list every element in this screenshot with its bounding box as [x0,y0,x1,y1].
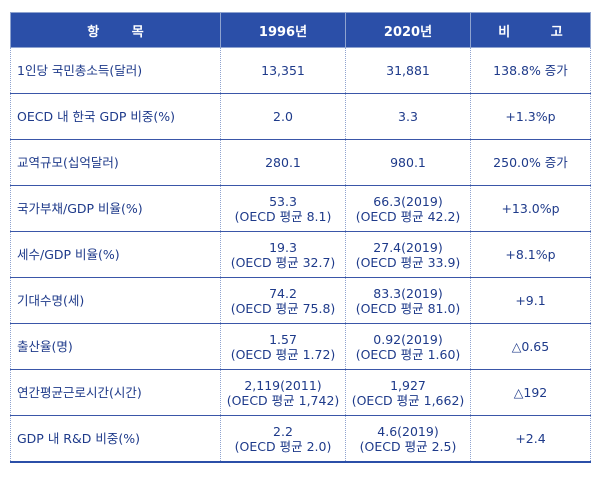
cell-2020-oecd: (OECD 평균 81.0) [355,300,461,316]
cell-2020-value: 1,927 [390,377,426,393]
cell-note: +9.1 [470,277,591,324]
table-row: 교역규모(십억달러) 280.1 980.1 250.0% 증가 [10,139,591,186]
cell-1996: 2.2 (OECD 평균 2.0) [220,415,346,463]
cell-1996: 19.3 (OECD 평균 32.7) [220,231,346,278]
cell-2020-oecd: (OECD 평균 1.60) [355,346,461,362]
cell-2020-value: 83.3(2019) [373,285,443,301]
cell-2020-value: 980.1 [390,155,426,170]
cell-note: 250.0% 증가 [470,139,591,186]
cell-note: +1.3%p [470,93,591,140]
table-row: OECD 내 한국 GDP 비중(%) 2.0 3.3 +1.3%p [10,93,591,140]
cell-note: 138.8% 증가 [470,47,591,94]
header-2020: 2020년 [345,12,471,48]
cell-1996: 74.2 (OECD 평균 75.8) [220,277,346,324]
cell-1996-value: 19.3 [269,239,297,255]
table-row: GDP 내 R&D 비중(%) 2.2 (OECD 평균 2.0) 4.6(201… [10,415,591,463]
cell-1996-value: 53.3 [269,193,297,209]
table-row: 출산율(명) 1.57 (OECD 평균 1.72) 0.92(2019) (OEC… [10,323,591,370]
cell-2020: 31,881 [345,47,471,94]
row-item-label: 교역규모(십억달러) [10,139,221,186]
header-item: 항 목 [10,12,221,48]
cell-1996-oecd: (OECD 평균 8.1) [234,208,332,224]
header-note: 비 고 [470,12,591,48]
cell-2020: 980.1 [345,139,471,186]
row-item-label: 1인당 국민총소득(달러) [10,47,221,94]
table-row: 국가부채/GDP 비율(%) 53.3 (OECD 평균 8.1) 66.3(20… [10,185,591,232]
table-row: 기대수명(세) 74.2 (OECD 평균 75.8) 83.3(2019) (OE… [10,277,591,324]
table-header-row: 항 목 1996년 2020년 비 고 [10,12,591,48]
cell-1996-value: 1.57 [269,331,297,347]
cell-1996-oecd: (OECD 평균 1.72) [230,346,336,362]
cell-2020: 83.3(2019) (OECD 평균 81.0) [345,277,471,324]
comparison-table: 항 목 1996년 2020년 비 고 1인당 국민총소득(달러) 13,351… [10,12,591,463]
cell-1996-oecd: (OECD 평균 1,742) [226,392,340,408]
row-item-label: 국가부채/GDP 비율(%) [10,185,221,232]
cell-1996-value: 74.2 [269,285,297,301]
cell-note: +8.1%p [470,231,591,278]
cell-2020: 27.4(2019) (OECD 평균 33.9) [345,231,471,278]
cell-1996-value: 2.2 [273,423,293,439]
header-1996: 1996년 [220,12,346,48]
row-item-label: 출산율(명) [10,323,221,370]
cell-2020: 4.6(2019) (OECD 평균 2.5) [345,415,471,463]
cell-2020-value: 4.6(2019) [377,423,439,439]
cell-1996: 280.1 [220,139,346,186]
cell-1996-value: 2.0 [273,109,293,124]
table-row: 세수/GDP 비율(%) 19.3 (OECD 평균 32.7) 27.4(201… [10,231,591,278]
cell-1996-oecd: (OECD 평균 32.7) [230,254,336,270]
cell-1996-oecd: (OECD 평균 2.0) [234,438,332,454]
cell-note: +13.0%p [470,185,591,232]
cell-2020: 66.3(2019) (OECD 평균 42.2) [345,185,471,232]
cell-2020-oecd: (OECD 평균 33.9) [355,254,461,270]
row-item-label: 기대수명(세) [10,277,221,324]
cell-2020-oecd: (OECD 평균 2.5) [359,438,457,454]
row-item-label: OECD 내 한국 GDP 비중(%) [10,93,221,140]
row-item-label: GDP 내 R&D 비중(%) [10,415,221,463]
cell-1996: 2,119(2011) (OECD 평균 1,742) [220,369,346,416]
cell-1996: 1.57 (OECD 평균 1.72) [220,323,346,370]
row-item-label: 연간평균근로시간(시간) [10,369,221,416]
cell-note: +2.4 [470,415,591,463]
cell-1996-value: 13,351 [261,63,305,78]
cell-2020: 0.92(2019) (OECD 평균 1.60) [345,323,471,370]
cell-2020-value: 66.3(2019) [373,193,443,209]
table-row: 연간평균근로시간(시간) 2,119(2011) (OECD 평균 1,742) … [10,369,591,416]
cell-2020-value: 0.92(2019) [373,331,443,347]
cell-note: △0.65 [470,323,591,370]
cell-1996-value: 280.1 [265,155,301,170]
cell-2020: 1,927 (OECD 평균 1,662) [345,369,471,416]
cell-2020-oecd: (OECD 평균 42.2) [355,208,461,224]
table-row: 1인당 국민총소득(달러) 13,351 31,881 138.8% 증가 [10,47,591,94]
cell-2020-value: 31,881 [386,63,430,78]
cell-1996: 2.0 [220,93,346,140]
cell-2020-value: 3.3 [398,109,418,124]
cell-1996-oecd: (OECD 평균 75.8) [230,300,336,316]
cell-2020: 3.3 [345,93,471,140]
cell-2020-value: 27.4(2019) [373,239,443,255]
cell-2020-oecd: (OECD 평균 1,662) [351,392,465,408]
cell-1996: 53.3 (OECD 평균 8.1) [220,185,346,232]
row-item-label: 세수/GDP 비율(%) [10,231,221,278]
cell-1996: 13,351 [220,47,346,94]
cell-1996-value: 2,119(2011) [244,377,322,393]
cell-note: △192 [470,369,591,416]
